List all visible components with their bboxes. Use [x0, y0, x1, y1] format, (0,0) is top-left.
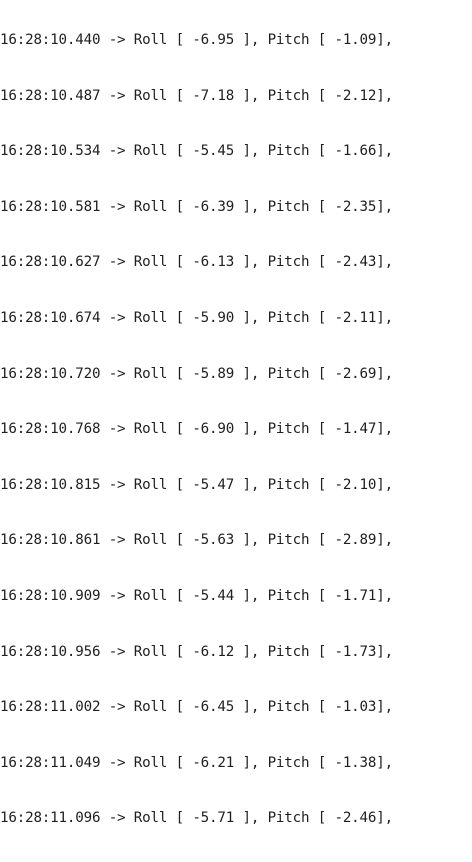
- serial-output-line: 16:28:10.815 -> Roll [ -5.47 ], Pitch [ …: [0, 476, 393, 493]
- serial-output-line: 16:28:11.049 -> Roll [ -6.21 ], Pitch [ …: [0, 754, 393, 771]
- serial-output-line: 16:28:10.581 -> Roll [ -6.39 ], Pitch [ …: [0, 198, 393, 215]
- serial-output-line: 16:28:10.440 -> Roll [ -6.95 ], Pitch [ …: [0, 32, 393, 48]
- serial-output-line: 16:28:11.096 -> Roll [ -5.71 ], Pitch [ …: [0, 810, 393, 827]
- serial-output-line: 16:28:10.768 -> Roll [ -6.90 ], Pitch [ …: [0, 421, 393, 438]
- serial-output-line: 16:28:10.861 -> Roll [ -5.63 ], Pitch [ …: [0, 532, 393, 549]
- serial-output-line: 16:28:10.627 -> Roll [ -6.13 ], Pitch [ …: [0, 254, 393, 271]
- serial-output-line: 16:28:10.909 -> Roll [ -5.44 ], Pitch [ …: [0, 587, 393, 604]
- serial-output-line: 16:28:10.534 -> Roll [ -5.45 ], Pitch [ …: [0, 143, 393, 160]
- serial-output-line: 16:28:10.720 -> Roll [ -5.89 ], Pitch [ …: [0, 365, 393, 382]
- serial-output-line: 16:28:10.487 -> Roll [ -7.18 ], Pitch [ …: [0, 87, 393, 104]
- serial-output-line: 16:28:10.956 -> Roll [ -6.12 ], Pitch [ …: [0, 643, 393, 660]
- serial-output-line: 16:28:10.674 -> Roll [ -5.90 ], Pitch [ …: [0, 309, 393, 326]
- serial-output-line: 16:28:11.002 -> Roll [ -6.45 ], Pitch [ …: [0, 699, 393, 716]
